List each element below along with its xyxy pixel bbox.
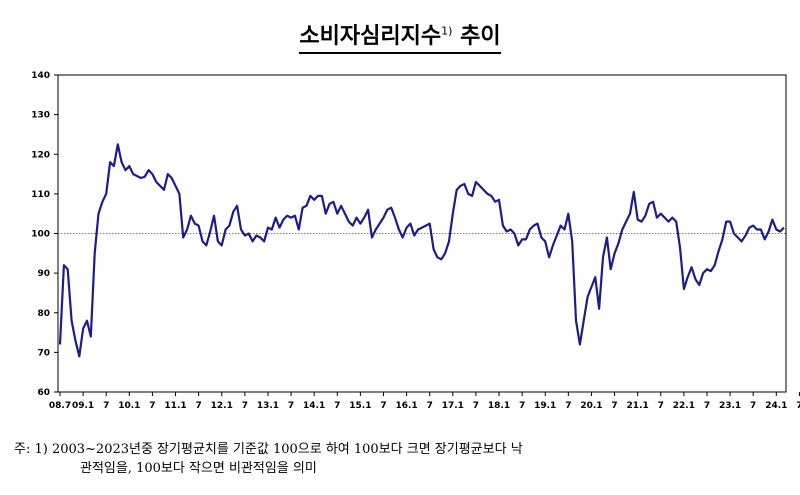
x-tick-label: 7 (334, 401, 340, 410)
y-tick-label: 140 (31, 71, 50, 81)
x-tick-label: 7 (565, 401, 571, 410)
y-tick-label: 100 (31, 230, 50, 240)
x-tick-label: 24.1 (765, 401, 787, 410)
x-tick-label: 18.1 (488, 401, 510, 410)
x-tick-label: 09.1 (72, 401, 94, 410)
x-tick-label: 11.1 (164, 401, 186, 410)
x-tick-label: 22.1 (673, 401, 695, 410)
y-tick-label: 70 (37, 348, 50, 358)
x-tick-label: 7 (704, 401, 710, 410)
x-tick-label: 21.1 (627, 401, 649, 410)
x-tick-label: 7 (658, 401, 664, 410)
x-tick-label: 15.1 (349, 401, 371, 410)
x-tick-label: 16.1 (395, 401, 417, 410)
x-tick-label: 12.1 (211, 401, 233, 410)
y-tick-label: 130 (31, 111, 50, 121)
x-tick-label: 7 (149, 401, 155, 410)
x-tick-label: 7 (519, 401, 525, 410)
x-tick-label: 7 (196, 401, 202, 410)
series-line-csi (58, 143, 785, 358)
x-tick-label: 7 (750, 401, 756, 410)
footnote: 주: 1) 2003~2023년중 장기평균치를 기준값 100으로 하여 10… (14, 440, 794, 478)
x-tick-label: 14.1 (303, 401, 325, 410)
x-tick-label: 08.7 (49, 401, 71, 410)
x-tick-label: 7 (473, 401, 479, 410)
x-tick-label: 7 (427, 401, 433, 410)
chart-title: 소비자심리지수1) 추이 (0, 18, 800, 54)
x-tick-label: 13.1 (257, 401, 279, 410)
y-tick-label: 90 (37, 269, 50, 279)
x-tick-label: 7 (103, 401, 109, 410)
x-tick-label: 7 (288, 401, 294, 410)
x-tick-label: 20.1 (580, 401, 602, 410)
y-tick-label: 80 (37, 309, 50, 319)
chart-title-suffix: 추이 (460, 24, 501, 49)
line-chart: 60 70 80 90 100 110 120 130 140 08.7 09.1 7 10.1 7 11.… (31, 71, 800, 410)
x-tick-label: 7 (380, 401, 386, 410)
chart-title-text: 소비자심리지수 (299, 24, 442, 49)
y-tick-label: 60 (37, 388, 50, 398)
footnote-line-1: 주: 1) 2003~2023년중 장기평균치를 기준값 100으로 하여 10… (14, 442, 523, 457)
x-tick-label: 23.1 (719, 401, 741, 410)
x-tick-label: 19.1 (534, 401, 556, 410)
x-tick-label: 7 (242, 401, 248, 410)
x-tick-label: 17.1 (442, 401, 464, 410)
x-tick-label: 10.1 (118, 401, 140, 410)
footnote-line-2: 관적임을, 100보다 작으면 비관적임을 의미 (80, 461, 317, 476)
title-footnote-marker: 1) (441, 24, 453, 38)
x-tick-label: 7 (796, 401, 800, 410)
y-tick-label: 120 (31, 150, 50, 160)
x-tick-label: 7 (611, 401, 617, 410)
y-tick-label: 110 (31, 190, 50, 200)
